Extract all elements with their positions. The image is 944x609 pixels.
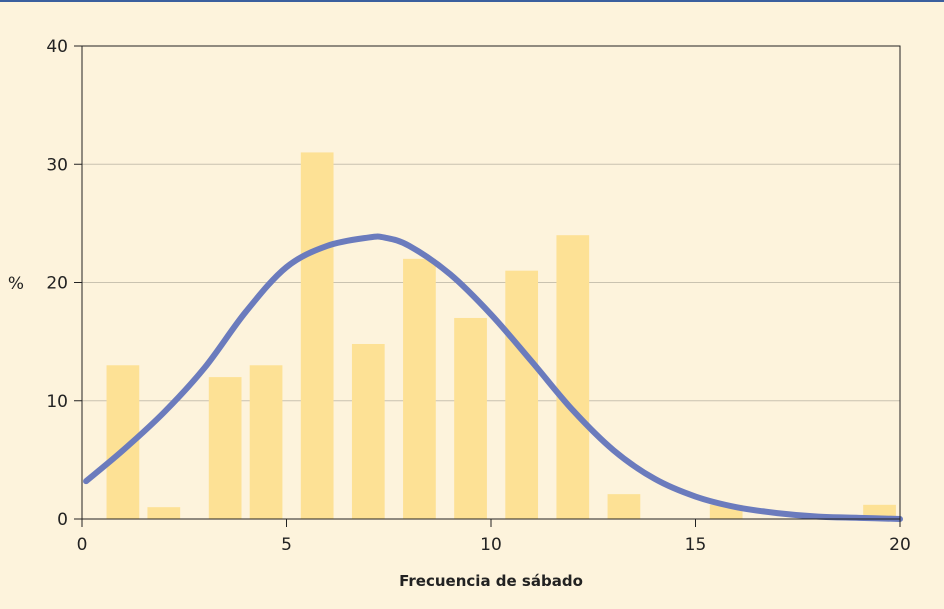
bar-3 (249, 365, 283, 519)
y-axis-label: % (8, 274, 24, 294)
y-tick-label-20: 20 (46, 274, 68, 294)
x-tick-label-15: 15 (685, 535, 707, 555)
bar-8 (505, 270, 539, 519)
bar-1 (147, 507, 181, 519)
bar-2 (208, 377, 242, 519)
bar-6 (403, 258, 436, 519)
x-tick-label-10: 10 (480, 535, 502, 555)
tick-labels: 0 10 20 30 40 0 5 10 15 20 (46, 37, 910, 555)
density-curve (83, 233, 903, 522)
bar-9 (556, 235, 590, 519)
x-tick-label-20: 20 (889, 535, 911, 555)
curve-layer (83, 233, 903, 522)
axes (74, 45, 901, 527)
y-tick-label-0: 0 (57, 510, 68, 530)
y-tick-label-30: 30 (46, 155, 68, 175)
bars (106, 152, 896, 520)
bar-4 (300, 152, 334, 520)
x-tick-label-5: 5 (281, 535, 292, 555)
y-tick-label-40: 40 (46, 37, 68, 57)
bar-7 (454, 317, 487, 519)
x-tick-label-0: 0 (77, 535, 88, 555)
bar-5 (351, 343, 385, 519)
x-axis-label: Frecuencia de sábado (399, 572, 583, 590)
bar-10 (607, 494, 641, 519)
y-tick-label-10: 10 (46, 392, 68, 412)
